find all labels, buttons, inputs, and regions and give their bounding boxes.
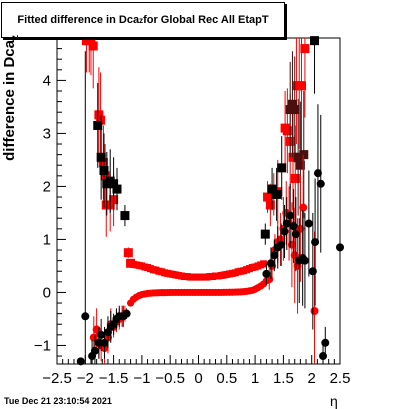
circle-point-black bbox=[122, 309, 131, 318]
square-point-red bbox=[88, 41, 98, 51]
data-marks bbox=[76, 33, 344, 366]
square-point-black bbox=[93, 120, 103, 130]
square-point-dark bbox=[295, 160, 305, 170]
y-axis-label: difference in Dcaz bbox=[1, 35, 21, 185]
circle-point-black bbox=[286, 211, 295, 220]
x-tick-label: 0.5 bbox=[216, 370, 237, 387]
square-point-black bbox=[277, 163, 287, 173]
y-tick-label: 1 bbox=[43, 231, 51, 248]
square-point-black bbox=[310, 36, 320, 46]
y-tick-label: 4 bbox=[43, 72, 51, 89]
x-tick-label: 2.5 bbox=[330, 370, 351, 387]
square-point-dark bbox=[299, 150, 309, 160]
circle-point-black bbox=[277, 240, 286, 249]
circle-point-black bbox=[291, 230, 300, 239]
square-point-black bbox=[112, 184, 122, 194]
y-tick-label: 2 bbox=[43, 178, 51, 195]
circle-point-black bbox=[100, 338, 109, 347]
square-point-black bbox=[96, 152, 106, 162]
square-point-red bbox=[290, 173, 300, 183]
circle-point-black bbox=[270, 251, 279, 260]
square-point-red bbox=[265, 200, 275, 210]
circle-point-red bbox=[290, 251, 299, 260]
circle-point-black bbox=[319, 352, 328, 361]
square-point-red bbox=[300, 44, 310, 54]
circle-point-black bbox=[289, 222, 298, 231]
circle-point-black bbox=[316, 179, 325, 188]
square-point-dark bbox=[290, 105, 300, 115]
title-prefix: Fitted difference in Dca bbox=[17, 14, 140, 26]
circle-point-red bbox=[299, 203, 308, 212]
x-tick-label: −2 bbox=[77, 370, 94, 387]
x-tick-label: −1.5 bbox=[99, 370, 129, 387]
square-point-red bbox=[86, 33, 96, 43]
square-point-red bbox=[263, 192, 273, 202]
square-point-red bbox=[96, 115, 106, 125]
square-point-dark bbox=[293, 152, 303, 162]
y-tick-label: −1 bbox=[34, 337, 51, 354]
square-point-black bbox=[109, 179, 119, 189]
square-point-black bbox=[267, 184, 277, 194]
circle-point-black bbox=[304, 219, 313, 228]
timestamp: Tue Dec 21 23:10:54 2021 bbox=[4, 396, 112, 406]
square-point-red bbox=[100, 171, 110, 181]
circle-point-black bbox=[97, 330, 106, 339]
square-point-red bbox=[297, 81, 307, 91]
circle-point-black bbox=[282, 219, 291, 228]
y-tick-label: 0 bbox=[43, 284, 51, 301]
square-point-red bbox=[94, 110, 104, 120]
circle-point-black bbox=[76, 357, 85, 366]
square-point-red bbox=[288, 152, 298, 162]
x-tick-label: 1 bbox=[251, 370, 259, 387]
circle-point-black bbox=[336, 243, 344, 252]
square-point-dark bbox=[285, 105, 295, 115]
square-point-red bbox=[98, 158, 108, 168]
square-point-black bbox=[99, 166, 109, 176]
circle-point-red bbox=[310, 306, 319, 315]
x-tick-label: 1.5 bbox=[273, 370, 294, 387]
circle-point-black bbox=[280, 227, 289, 236]
ylabel-sub: z bbox=[10, 35, 21, 40]
square-point-black bbox=[260, 229, 270, 239]
x-tick-label: 2 bbox=[308, 370, 316, 387]
circle-point-black bbox=[311, 238, 320, 247]
square-point-red bbox=[282, 126, 292, 136]
title-suffix: for Global Rec All EtapT bbox=[143, 14, 269, 26]
x-tick-label: −0.5 bbox=[155, 370, 185, 387]
square-point-red bbox=[123, 248, 133, 258]
circle-point-black bbox=[300, 256, 309, 265]
circle-point-black bbox=[308, 267, 317, 276]
circle-point-black bbox=[321, 338, 330, 347]
square-point-dark bbox=[287, 99, 297, 109]
circle-point-red bbox=[89, 333, 98, 342]
x-tick-label: −1 bbox=[133, 370, 150, 387]
x-axis-label: η bbox=[330, 393, 338, 409]
circle-point-black bbox=[313, 169, 322, 178]
x-tick-label: −2.5 bbox=[42, 370, 72, 387]
circle-point-black bbox=[266, 259, 275, 268]
ylabel-prefix: difference in Dca bbox=[1, 40, 18, 161]
square-point-black bbox=[272, 189, 282, 199]
circle-point-black bbox=[90, 346, 99, 355]
circle-point-black bbox=[81, 312, 90, 321]
square-point-black bbox=[120, 211, 130, 221]
chart-title: Fitted difference in Dca z for Global Rec… bbox=[1, 2, 285, 38]
x-tick-label: 0 bbox=[194, 370, 202, 387]
circle-point-black bbox=[262, 269, 271, 278]
y-tick-label: 3 bbox=[43, 125, 51, 142]
title-sub: z bbox=[139, 15, 144, 25]
square-point-red bbox=[260, 260, 268, 268]
